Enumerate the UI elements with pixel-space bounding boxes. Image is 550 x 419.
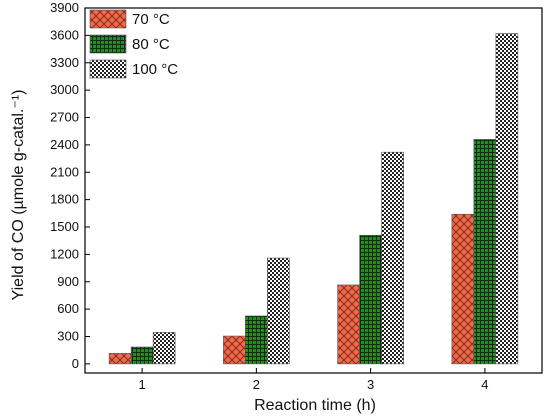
bar [130,346,154,365]
x-tick-label: 3 [367,377,374,392]
bar [473,139,497,365]
x-axis-label: Reaction time (h) [254,397,376,414]
legend-label: 70 °C [132,11,170,28]
legend-label: 80 °C [132,36,170,53]
legend-label: 100 °C [132,61,178,78]
y-tick-label: 3600 [50,27,79,42]
legend-swatch [89,59,127,79]
y-tick-label: 1200 [50,246,79,261]
y-tick-label: 1500 [50,219,79,234]
y-tick-label: 2400 [50,137,79,152]
x-tick-label: 2 [253,377,260,392]
bar [337,284,360,365]
legend-swatch [89,34,127,54]
plot-frame [84,7,543,374]
y-tick-label: 3900 [50,0,79,15]
y-tick-label: 3300 [50,55,79,70]
plot-area: 0300600900120015001800210024002700300033… [50,0,543,392]
y-tick-label: 2700 [50,110,79,125]
bar [381,151,404,365]
y-tick-label: 0 [72,356,79,371]
bar [359,234,382,365]
y-tick-label: 900 [57,274,79,289]
bar [245,315,268,365]
bar [451,213,475,365]
x-tick-label: 4 [481,377,488,392]
y-tick-label: 300 [57,329,79,344]
y-tick-label: 1800 [50,192,79,207]
y-tick-label: 600 [57,301,79,316]
y-tick-label: 3000 [50,82,79,97]
legend: 70 °C 80 °C 100 °C [89,9,178,79]
legend-swatch [89,9,127,29]
bar [108,353,132,365]
bar [223,335,246,365]
y-tick-label: 2100 [50,164,79,179]
y-axis-label: Yield of CO (µmole g-catal.⁻¹) [10,90,27,301]
bar [267,257,290,365]
bar [495,33,519,365]
bar [152,332,176,365]
x-tick-label: 1 [139,377,146,392]
